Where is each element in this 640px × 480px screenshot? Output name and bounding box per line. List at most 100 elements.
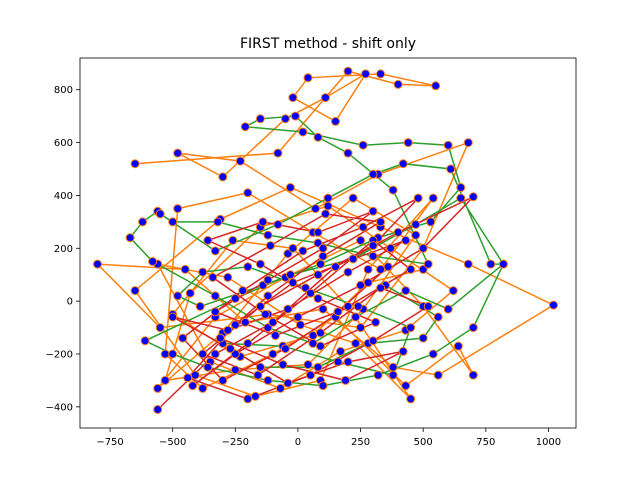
data-point — [260, 309, 270, 319]
data-point — [376, 69, 386, 79]
data-point — [268, 349, 278, 359]
data-point — [243, 262, 253, 272]
data-point — [423, 259, 433, 269]
data-point — [406, 323, 416, 333]
data-point — [275, 383, 285, 393]
data-point — [368, 241, 378, 251]
data-point — [446, 164, 456, 174]
data-point — [238, 286, 248, 296]
data-point — [356, 280, 366, 290]
data-point — [331, 262, 340, 272]
data-point — [358, 222, 368, 232]
data-point — [376, 283, 386, 293]
data-point — [343, 357, 353, 367]
data-point — [393, 227, 403, 237]
data-point — [333, 307, 343, 317]
data-point — [398, 346, 408, 356]
x-tick-label: 250 — [351, 437, 370, 448]
data-point — [343, 66, 353, 76]
data-point — [228, 235, 238, 245]
data-point — [306, 288, 315, 298]
y-tick-label: 400 — [54, 191, 73, 202]
data-point — [285, 183, 295, 192]
data-point — [318, 304, 328, 314]
data-point — [318, 251, 328, 261]
data-point — [316, 328, 325, 338]
data-point — [388, 185, 398, 195]
data-point — [250, 391, 260, 401]
axes-frame — [79, 57, 577, 429]
data-point — [351, 312, 361, 322]
data-point — [456, 183, 466, 192]
data-point — [280, 114, 290, 124]
data-point — [173, 291, 183, 301]
data-point — [368, 169, 378, 179]
y-tick-label: 0 — [67, 297, 73, 308]
data-point — [448, 286, 458, 296]
data-point — [263, 275, 273, 285]
data-point — [153, 405, 163, 414]
data-point — [148, 257, 158, 266]
data-point — [428, 193, 438, 203]
data-point — [498, 259, 508, 269]
data-point — [288, 243, 298, 253]
data-point — [168, 349, 178, 359]
y-tick-label: 200 — [54, 244, 73, 255]
data-point — [290, 111, 300, 121]
data-point — [173, 204, 183, 214]
data-point — [210, 349, 220, 359]
data-point — [208, 272, 218, 282]
data-point — [283, 304, 293, 314]
data-point — [418, 333, 428, 343]
data-point — [255, 114, 265, 124]
data-point — [363, 264, 373, 274]
data-point — [203, 235, 213, 245]
data-point — [549, 300, 558, 310]
data-point — [203, 362, 213, 372]
data-point — [323, 201, 333, 211]
data-point — [235, 156, 245, 166]
data-point — [223, 325, 233, 335]
data-point — [368, 251, 378, 261]
data-point — [185, 288, 195, 298]
data-point — [130, 286, 140, 296]
data-point — [336, 346, 345, 356]
data-point — [160, 349, 170, 359]
data-point — [93, 259, 102, 269]
data-point — [173, 148, 183, 158]
data-point — [318, 381, 328, 391]
data-point — [240, 122, 250, 132]
data-point — [388, 370, 398, 380]
data-point — [308, 338, 318, 348]
data-point — [331, 116, 340, 126]
data-point — [388, 362, 398, 372]
data-point — [453, 341, 463, 351]
data-point — [190, 370, 200, 380]
data-point — [230, 294, 240, 303]
data-point — [413, 193, 423, 203]
x-tick-label: −500 — [159, 437, 186, 448]
data-point — [433, 370, 443, 380]
data-point — [230, 365, 240, 375]
data-point — [230, 320, 240, 330]
data-point — [486, 259, 496, 269]
y-axis: −400 −200 0 200 400 600 800 — [46, 85, 80, 413]
data-point — [183, 373, 193, 383]
data-point — [255, 301, 265, 311]
x-tick-label: 500 — [414, 437, 433, 448]
data-point — [210, 246, 220, 256]
data-point — [373, 370, 383, 380]
data-point — [263, 230, 273, 240]
data-point — [308, 331, 318, 340]
data-point — [463, 259, 473, 269]
data-point — [225, 344, 235, 354]
data-point — [306, 370, 315, 380]
data-point — [265, 241, 275, 251]
data-point — [321, 93, 330, 103]
data-point — [268, 317, 278, 327]
data-point — [316, 341, 325, 351]
x-tick-label: 1000 — [536, 437, 561, 448]
data-point — [255, 259, 265, 269]
y-tick-label: −400 — [46, 402, 73, 413]
data-point — [130, 159, 140, 169]
